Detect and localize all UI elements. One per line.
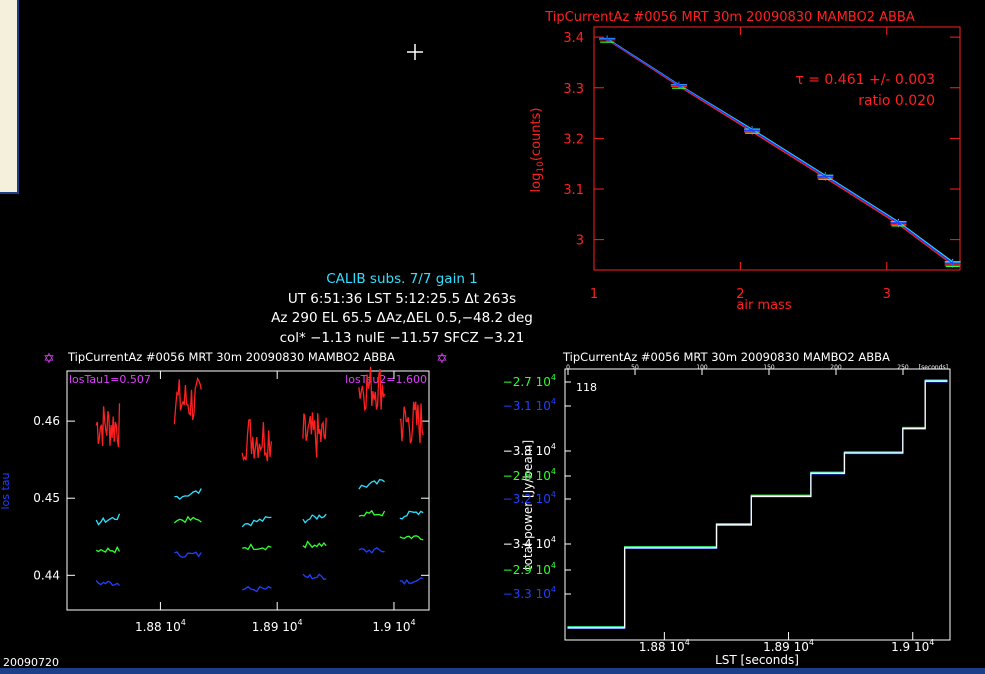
total-power-corner-label: 118 xyxy=(576,381,597,394)
crosshair-cursor-icon xyxy=(407,44,423,60)
los-tau-trace-green xyxy=(174,515,202,524)
tip-fit-ytick-label: 3 xyxy=(576,234,584,249)
taskbar-strip xyxy=(0,668,985,674)
total-power-ytick-label: −3.3 104 xyxy=(503,442,556,458)
total-power-xtick-label: 1.88 104 xyxy=(639,638,690,654)
footer-date: 20090720 xyxy=(3,656,59,669)
los-tau-trace-cyan xyxy=(302,513,327,524)
total-power-ytick-label: −2.9 104 xyxy=(503,561,556,577)
los-tau-legend-left: losTau1=0.507 xyxy=(69,373,151,386)
los-tau-title: TipCurrentAz #0056 MRT 30m 20090830 MAMB… xyxy=(67,350,395,364)
top-axis-label: 50 xyxy=(631,364,639,371)
los-tau-trace-red xyxy=(241,418,273,462)
los-tau-ytick-label: 0.46 xyxy=(33,414,60,428)
tip-fit-ylabel: log10(counts) xyxy=(529,108,546,193)
top-axis-label: 250 xyxy=(897,364,909,371)
top-axis-unit: [seconds] xyxy=(919,364,948,371)
star-marker-icon: ✡ xyxy=(436,351,448,367)
los-tau-xtick-label: 1.89 104 xyxy=(252,618,303,634)
tip-fit-ytick-label: 3.2 xyxy=(563,132,584,147)
total-power-ytick-label: −2.7 104 xyxy=(503,373,556,389)
tip-fit-ytick-label: 3.1 xyxy=(563,183,584,198)
info-line-2: UT 6:51:36 LST 5:12:25.5 Δt 263s xyxy=(288,291,516,307)
los-tau-trace-green xyxy=(242,543,272,551)
total-power-ylabel: total power [Jy/beam] xyxy=(521,440,535,570)
los-tau-trace-green xyxy=(399,535,424,541)
info-line-3: Az 290 EL 65.5 ΔAz,ΔEL 0.5,−48.2 deg xyxy=(271,310,533,326)
los-tau-trace-blue xyxy=(241,585,272,593)
top-axis-label: 100 xyxy=(696,364,708,371)
total-power-ytick-label: −3.3 104 xyxy=(503,585,556,601)
los-tau-legend-right: losTau2=1.600 xyxy=(345,373,427,386)
total-power-ytick-label: −3.4 104 xyxy=(503,535,556,551)
los-tau-xtick-label: 1.88 104 xyxy=(135,618,186,634)
top-axis-label: 0 xyxy=(566,364,570,371)
los-tau-ytick-label: 0.44 xyxy=(33,568,60,582)
los-tau-chart: ✡ TipCurrentAz #0056 MRT 30m 20090830 MA… xyxy=(0,350,430,634)
los-tau-trace-red xyxy=(399,401,424,444)
los-tau-trace-red xyxy=(95,403,121,448)
background-window-edge[interactable] xyxy=(0,0,19,194)
tip-fit-title: TipCurrentAz #0056 MRT 30m 20090830 MAMB… xyxy=(544,10,915,25)
total-power-xtick-label: 1.9 104 xyxy=(891,638,934,654)
tip-fit-xtick-label: 3 xyxy=(883,287,891,302)
info-line-4: col* −1.13 nulE −11.57 SFCZ −3.21 xyxy=(280,330,525,346)
los-tau-trace-cyan xyxy=(95,513,121,526)
total-power-chart: ✡ TipCurrentAz #0056 MRT 30m 20090830 MA… xyxy=(436,350,951,667)
los-tau-trace-cyan xyxy=(241,516,272,528)
info-line-1: CALIB subs. 7/7 gain 1 xyxy=(326,271,478,287)
los-tau-trace-blue xyxy=(174,551,202,559)
total-power-title: TipCurrentAz #0056 MRT 30m 20090830 MAMB… xyxy=(562,350,890,364)
los-tau-trace-blue xyxy=(399,577,424,585)
los-tau-trace-blue xyxy=(95,580,120,587)
los-tau-xtick-label: 1.9 104 xyxy=(372,618,415,634)
top-axis-label: 200 xyxy=(830,364,842,371)
total-power-frame xyxy=(564,368,951,641)
los-tau-trace-blue xyxy=(358,547,385,554)
los-tau-trace-red xyxy=(302,412,327,458)
tip-fit-xtick-label: 2 xyxy=(736,287,744,302)
tip-fit-xtick-label: 1 xyxy=(590,287,598,302)
los-tau-trace-blue xyxy=(302,573,327,581)
los-tau-trace-cyan xyxy=(399,510,424,520)
tip-fit-frame xyxy=(593,26,961,271)
tip-fit-ytick-label: 3.3 xyxy=(563,82,584,97)
total-power-ytick-label: −3.2 104 xyxy=(503,490,556,506)
los-tau-trace-green xyxy=(302,540,327,549)
tip-fit-ytick-label: 3.4 xyxy=(563,31,584,46)
total-power-ytick-label: −3.1 104 xyxy=(503,397,556,413)
total-power-trace-white xyxy=(567,380,948,629)
los-tau-trace-red xyxy=(358,366,386,412)
los-tau-trace-green xyxy=(358,509,386,517)
total-power-xlabel: LST [seconds] xyxy=(715,653,799,667)
total-power-ytick-label: −2.8 104 xyxy=(503,467,556,483)
los-tau-trace-green xyxy=(95,545,121,554)
los-tau-ylabel: los tau xyxy=(0,472,12,509)
los-tau-ytick-label: 0.45 xyxy=(33,491,60,505)
tip-fit-series-red xyxy=(606,39,954,266)
tip-fit-xlabel: air mass xyxy=(736,298,791,313)
star-marker-icon: ✡ xyxy=(43,351,55,367)
los-tau-trace-cyan xyxy=(174,488,202,500)
los-tau-trace-red xyxy=(173,376,202,425)
info-block: CALIB subs. 7/7 gain 1 UT 6:51:36 LST 5:… xyxy=(271,271,533,346)
tip-fit-series-blue xyxy=(606,38,954,264)
ratio-annotation: ratio 0.020 xyxy=(858,93,935,109)
total-power-xtick-label: 1.89 104 xyxy=(763,638,814,654)
tau-annotation: τ = 0.461 +/- 0.003 xyxy=(795,72,935,88)
los-tau-trace-cyan xyxy=(358,479,385,490)
tip-fit-chart: TipCurrentAz #0056 MRT 30m 20090830 MAMB… xyxy=(529,10,961,313)
los-tau-frame xyxy=(66,370,430,611)
top-axis-label: 150 xyxy=(763,364,775,371)
